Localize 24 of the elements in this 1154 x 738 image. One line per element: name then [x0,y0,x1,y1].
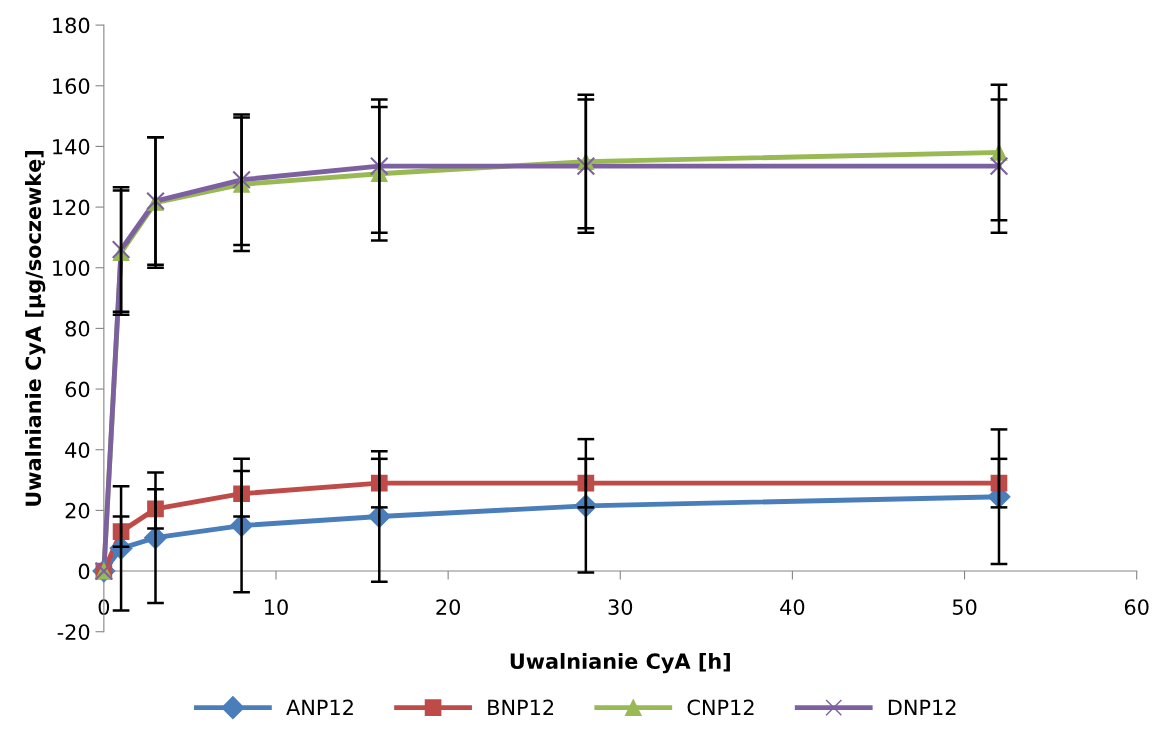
y-tick-label: 60 [65,381,90,398]
y-tick-label: -20 [57,624,90,640]
y-tick-label: 100 [53,260,90,276]
y-tick-label: 160 [53,78,90,94]
legend-label: ANP12 [286,699,353,715]
x-tick-label: 30 [608,599,633,615]
y-tick-label: 20 [65,502,90,519]
x-tick-label: 10 [265,599,288,615]
y-tick-label: 80 [65,320,90,337]
legend-label: DNP12 [888,699,956,715]
y-tick-label: 140 [53,138,90,155]
x-tick-label: 0 [98,599,110,615]
y-tick-label: 180 [53,17,90,34]
x-tick-label: 20 [436,599,461,615]
legend-label: CNP12 [687,699,754,716]
y-tick-label: 120 [53,199,90,216]
x-tick-label: 40 [780,599,805,615]
y-axis-title: Uwalnianie CyA [µg/soczewkę] [25,150,46,506]
x-tick-label: 50 [952,599,977,615]
x-axis-title: Uwalnianie CyA [h] [510,652,730,674]
legend-label: BNP12 [488,699,554,715]
y-tick-label: 40 [65,442,90,458]
y-tick-label: 0 [78,563,90,580]
x-tick-label: 60 [1124,599,1149,615]
